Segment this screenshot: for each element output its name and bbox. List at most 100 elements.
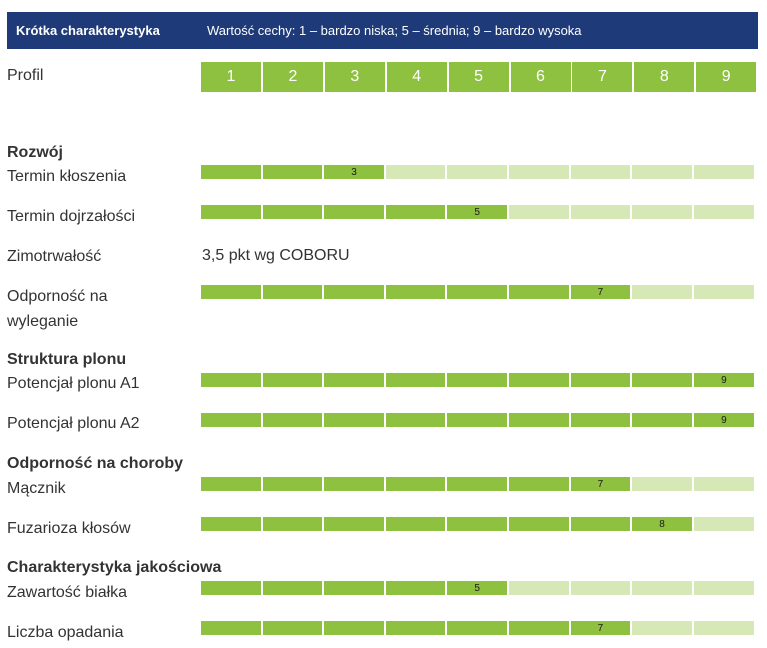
rating-cell-filled bbox=[262, 165, 323, 179]
rating-value: 5 bbox=[447, 581, 507, 595]
rating-cell-empty bbox=[570, 581, 631, 595]
rating-cell-filled bbox=[632, 413, 692, 427]
rating-cell-empty bbox=[509, 165, 569, 179]
trait-label-potencjal-plonu-a2: Potencjał plonu A2 bbox=[7, 415, 140, 432]
rating-cell-filled bbox=[262, 285, 323, 299]
rating-value: 7 bbox=[570, 621, 631, 635]
section-heading-charakterystyka-jakosciowa: Charakterystyka jakościowa bbox=[7, 559, 222, 576]
trait-label-termin-kloszenia: Termin kłoszenia bbox=[7, 168, 127, 185]
rating-cell-filled bbox=[262, 205, 323, 219]
rating-cell-filled bbox=[201, 621, 261, 635]
rating-cell-filled bbox=[632, 373, 692, 387]
rating-cell-filled bbox=[201, 373, 261, 387]
rating-cell-filled bbox=[385, 517, 446, 531]
rating-cell-filled bbox=[201, 205, 261, 219]
rating-cell-filled bbox=[447, 477, 507, 491]
trait-label-zawartosc-bialka: Zawartość białka bbox=[7, 584, 128, 601]
trait-label-liczba-opadania: Liczba opadania bbox=[7, 624, 124, 641]
rating-value: 8 bbox=[632, 517, 692, 531]
rating-cell-filled bbox=[447, 621, 507, 635]
rating-cell-filled bbox=[385, 205, 446, 219]
rating-value: 3 bbox=[324, 165, 384, 179]
rating-value: 5 bbox=[447, 205, 507, 219]
rating-cell-filled bbox=[201, 165, 261, 179]
profile-cell-2: 2 bbox=[262, 62, 323, 92]
rating-cell-filled bbox=[570, 517, 631, 531]
rating-cell-empty bbox=[693, 581, 754, 595]
rating-value: 7 bbox=[570, 285, 631, 299]
profile-cell-6: 6 bbox=[510, 62, 571, 92]
rating-cell-filled bbox=[509, 517, 569, 531]
rating-cell-filled bbox=[201, 413, 261, 427]
table-title: Krótka charakterystyka bbox=[16, 23, 160, 38]
rating-cell-filled bbox=[201, 517, 261, 531]
rating-cell-empty bbox=[570, 165, 631, 179]
table-header: Krótka charakterystyka Wartość cechy: 1 … bbox=[7, 12, 758, 49]
profile-cell-8: 8 bbox=[634, 62, 695, 92]
rating-cell-empty bbox=[693, 477, 754, 491]
trait-text-zimotrwalosc: 3,5 pkt wg COBORU bbox=[202, 247, 350, 264]
rating-cell-empty bbox=[385, 165, 446, 179]
rating-cell-empty bbox=[693, 165, 754, 179]
rating-cell-filled bbox=[570, 413, 631, 427]
rating-cell-filled bbox=[262, 413, 323, 427]
rating-value: 7 bbox=[570, 477, 631, 491]
rating-cell-filled bbox=[447, 517, 507, 531]
section-heading-rozwoj: Rozwój bbox=[7, 144, 63, 161]
trait-bar-odpornosc-na-wyleganie: 7 bbox=[201, 285, 754, 299]
rating-cell-filled bbox=[324, 413, 384, 427]
rating-cell-filled bbox=[262, 373, 323, 387]
trait-bar-liczba-opadania: 7 bbox=[201, 621, 754, 635]
rating-cell-filled bbox=[385, 581, 446, 595]
trait-bar-fuzarioza-klosow: 8 bbox=[201, 517, 754, 531]
rating-cell-empty bbox=[693, 285, 754, 299]
rating-cell-empty bbox=[693, 205, 754, 219]
profile-cell-9: 9 bbox=[696, 62, 757, 92]
rating-cell-filled bbox=[201, 477, 261, 491]
trait-bar-zawartosc-bialka: 5 bbox=[201, 581, 754, 595]
rating-cell-empty bbox=[632, 165, 692, 179]
rating-cell-filled bbox=[201, 581, 261, 595]
rating-cell-filled bbox=[509, 621, 569, 635]
rating-value: 9 bbox=[693, 413, 754, 427]
rating-cell-filled bbox=[447, 285, 507, 299]
section-heading-odpornosc-na-choroby: Odporność na choroby bbox=[7, 455, 184, 472]
profile-label: Profil bbox=[7, 67, 44, 84]
profile-cell-7: 7 bbox=[572, 62, 633, 92]
rating-cell-filled bbox=[509, 413, 569, 427]
rating-cell-filled bbox=[324, 517, 384, 531]
rating-cell-empty bbox=[693, 621, 754, 635]
trait-bar-potencjal-plonu-a1: 9 bbox=[201, 373, 754, 387]
rating-cell-empty bbox=[570, 205, 631, 219]
trait-bar-termin-kloszenia: 3 bbox=[201, 165, 754, 179]
rating-cell-empty bbox=[632, 477, 692, 491]
rating-cell-filled bbox=[385, 413, 446, 427]
trait-bar-termin-dojrzalosci: 5 bbox=[201, 205, 754, 219]
trait-label-zimotrwalosc: Zimotrwałość bbox=[7, 248, 102, 265]
rating-cell-empty bbox=[632, 205, 692, 219]
rating-cell-empty bbox=[693, 517, 754, 531]
section-heading-struktura-plonu: Struktura plonu bbox=[7, 351, 127, 368]
rating-cell-filled bbox=[324, 205, 384, 219]
rating-cell-filled bbox=[385, 477, 446, 491]
trait-bar-potencjal-plonu-a2: 9 bbox=[201, 413, 754, 427]
trait-label-odpornosc-na-wyleganie: Odporność na wyleganie bbox=[7, 288, 108, 330]
rating-cell-filled bbox=[385, 621, 446, 635]
rating-cell-filled bbox=[509, 373, 569, 387]
rating-cell-empty bbox=[509, 581, 569, 595]
rating-cell-filled bbox=[324, 477, 384, 491]
profile-cell-3: 3 bbox=[324, 62, 385, 92]
rating-cell-filled bbox=[262, 517, 323, 531]
rating-cell-filled bbox=[324, 581, 384, 595]
rating-cell-filled bbox=[324, 621, 384, 635]
scale-note: Wartość cechy: 1 – bardzo niska; 5 – śre… bbox=[207, 23, 582, 38]
rating-cell-filled bbox=[262, 621, 323, 635]
trait-label-potencjal-plonu-a1: Potencjał plonu A1 bbox=[7, 375, 140, 392]
trait-label-fuzarioza-klosow: Fuzarioza kłosów bbox=[7, 520, 131, 537]
profile-cell-5: 5 bbox=[448, 62, 509, 92]
rating-cell-filled bbox=[509, 285, 569, 299]
rating-cell-filled bbox=[385, 373, 446, 387]
trait-label-termin-dojrzalosci: Termin dojrzałości bbox=[7, 208, 136, 225]
rating-cell-filled bbox=[262, 581, 323, 595]
